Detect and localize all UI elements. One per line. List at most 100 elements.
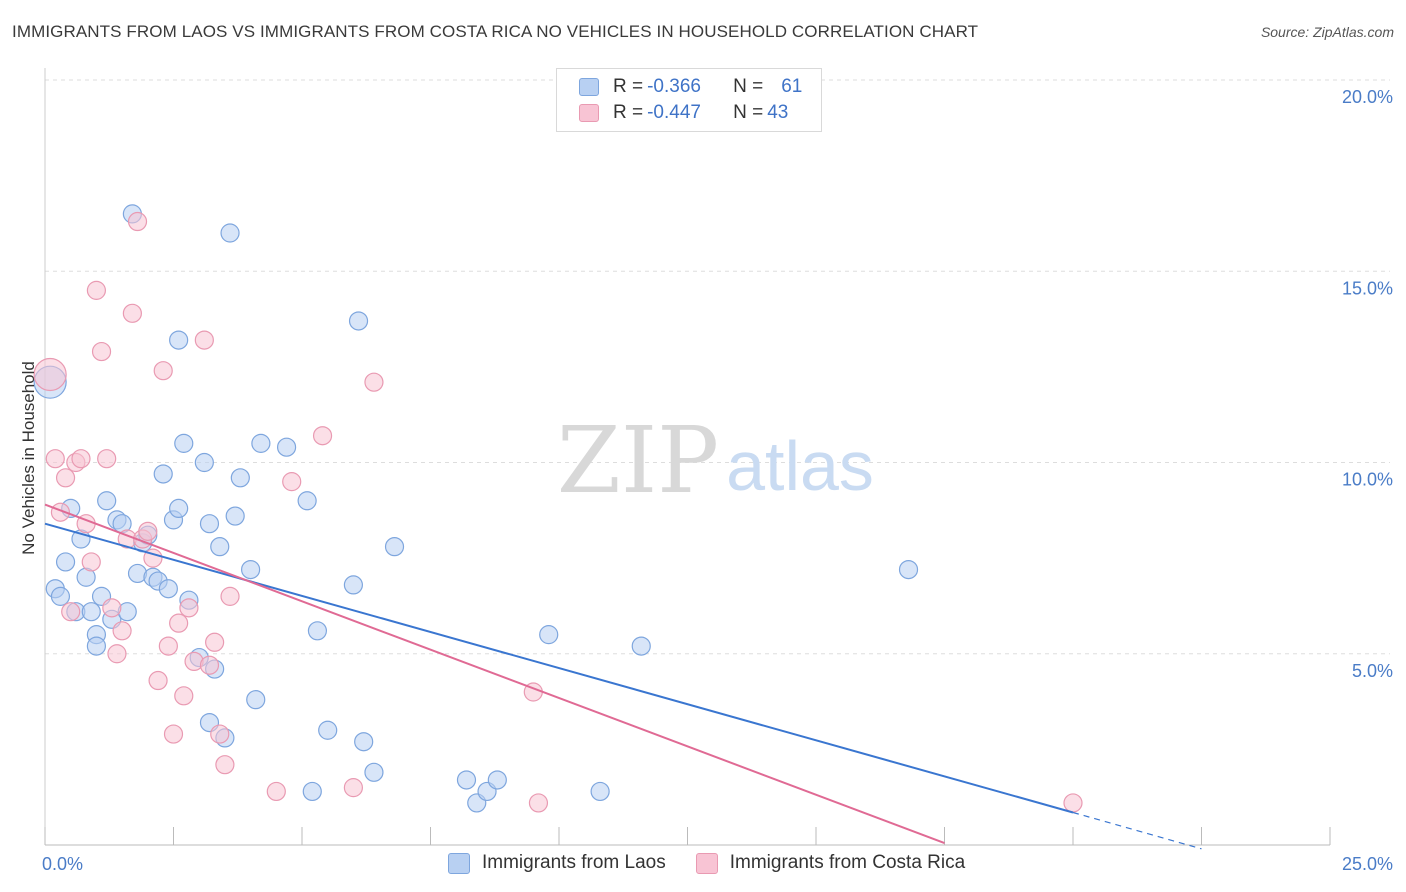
laos-r-value: -0.366	[647, 76, 701, 97]
costa-rica-point	[174, 686, 194, 706]
laos-point	[302, 781, 322, 802]
series-legend: Immigrants from Laos Immigrants from Cos…	[448, 852, 995, 874]
laos-point	[55, 552, 76, 572]
costa-rica-point	[33, 357, 67, 392]
x-tick-label: 0.0%	[42, 854, 83, 874]
laos-point	[50, 586, 71, 606]
laos-point	[354, 732, 374, 752]
laos-point	[230, 468, 250, 488]
y-tick-label: 10.0%	[1342, 470, 1393, 490]
laos-trend-extension	[1072, 811, 1202, 850]
laos-point	[276, 437, 297, 457]
laos-point	[169, 498, 189, 518]
laos-point	[631, 636, 651, 656]
laos-point	[220, 223, 240, 243]
laos-point	[194, 452, 214, 473]
laos-point	[246, 690, 266, 710]
costa-rica-point	[364, 372, 384, 392]
costa-rica-point	[138, 521, 158, 541]
laos-point	[348, 311, 369, 331]
laos-trend-line	[44, 522, 1074, 814]
costa-rica-point	[81, 552, 101, 572]
y-tick-label: 5.0%	[1352, 661, 1393, 681]
costa-rica-legend-label: Immigrants from Costa Rica	[729, 852, 966, 873]
laos-point	[158, 579, 178, 599]
cr-n-value: 43	[767, 102, 789, 123]
costa-rica-point	[153, 361, 173, 381]
costa-rica-point	[97, 449, 117, 469]
costa-rica-point	[1063, 793, 1083, 813]
laos-point	[343, 575, 363, 595]
laos-point	[539, 625, 559, 645]
watermark-zip: ZIP	[557, 407, 719, 514]
costa-rica-point	[107, 644, 127, 664]
cr-r-label: R =	[613, 102, 644, 123]
costa-rica-point	[71, 449, 91, 469]
costa-rica-point	[194, 330, 214, 350]
costa-rica-point	[210, 724, 230, 744]
y-axis-label: No Vehicles in Household	[19, 361, 38, 555]
laos-point	[241, 559, 261, 580]
laos-point	[97, 491, 117, 511]
costa-rica-point	[215, 755, 235, 775]
tick-labels: 5.0% 10.0% 15.0% 20.0% 0.0% 25.0%	[42, 87, 1393, 874]
series-costa-rica-points	[33, 211, 1083, 813]
costa-rica-point	[199, 655, 220, 675]
laos-legend-label: Immigrants from Laos	[482, 852, 666, 873]
costa-rica-point	[122, 303, 142, 323]
costa-rica-point	[127, 211, 148, 232]
costa-rica-point	[112, 621, 132, 641]
laos-n-value: 61	[781, 76, 803, 97]
laos-point	[210, 537, 230, 557]
laos-point	[86, 636, 107, 656]
costa-rica-point	[86, 280, 107, 300]
costa-rica-point	[179, 598, 199, 618]
laos-point	[307, 621, 328, 641]
costa-rica-point	[45, 449, 65, 469]
laos-point	[898, 559, 919, 580]
legend-item-costa-rica: Immigrants from Costa Rica	[695, 852, 966, 874]
watermark-atlas: atlas	[726, 427, 874, 505]
costa-rica-point	[169, 613, 189, 633]
laos-point	[225, 506, 245, 526]
costa-rica-point	[91, 341, 112, 362]
costa-rica-point	[266, 781, 286, 802]
cr-r-value: -0.447	[647, 102, 701, 123]
watermark: ZIP atlas	[557, 407, 874, 514]
series-laos-points	[33, 204, 919, 813]
costa-rica-point	[528, 793, 549, 813]
laos-point	[81, 602, 101, 622]
costa-rica-point	[158, 636, 178, 656]
costa-rica-point	[163, 724, 184, 744]
laos-legend-swatch-icon	[448, 852, 470, 874]
costa-rica-point	[102, 598, 122, 618]
laos-point	[456, 770, 477, 790]
laos-point	[297, 491, 317, 511]
costa-rica-point	[61, 602, 81, 622]
legend-row-laos: R = -0.366 N = 61	[579, 75, 802, 99]
y-tick-label: 20.0%	[1342, 87, 1393, 107]
laos-point	[590, 781, 610, 802]
laos-point	[318, 720, 338, 740]
laos-point	[384, 537, 405, 557]
laos-point	[169, 330, 189, 350]
costa-rica-point	[55, 468, 76, 488]
costa-rica-point	[205, 632, 225, 652]
costa-rica-legend-swatch-icon	[695, 852, 718, 874]
chart-source: Source: ZipAtlas.com	[1260, 24, 1394, 40]
x-tick-label: 25.0%	[1342, 854, 1393, 874]
laos-point	[487, 770, 507, 790]
laos-point	[153, 464, 173, 484]
laos-swatch-icon	[579, 78, 599, 96]
costa-rica-swatch-icon	[579, 104, 599, 122]
costa-rica-point	[220, 586, 240, 606]
y-tick-label: 15.0%	[1342, 278, 1393, 298]
costa-rica-trend-line	[44, 503, 945, 845]
costa-rica-point	[343, 778, 363, 798]
cr-n-label: N =	[733, 102, 764, 123]
legend-row-costa-rica: R = -0.447 N = 43	[579, 101, 788, 125]
legend-item-laos: Immigrants from Laos	[448, 852, 666, 874]
axes	[44, 68, 1331, 846]
grid-lines	[45, 79, 1390, 655]
